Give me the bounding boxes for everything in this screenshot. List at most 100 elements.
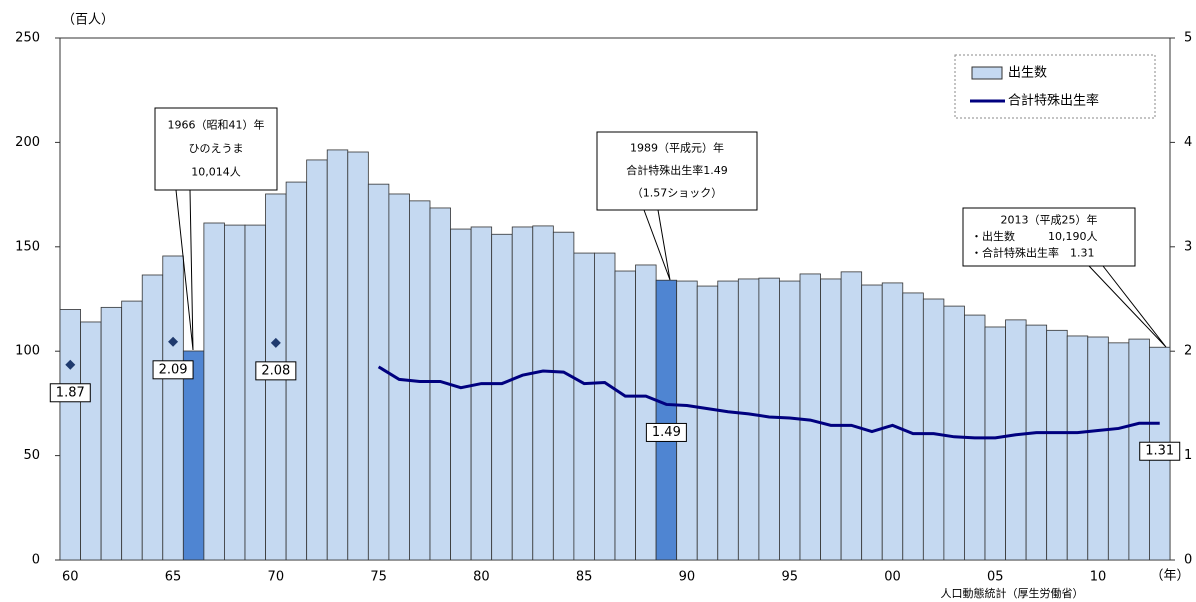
annotation-pointer bbox=[175, 189, 194, 351]
y2-tick-label: 2 bbox=[1184, 344, 1192, 359]
x-tick-label: 10 bbox=[1090, 570, 1107, 585]
bar bbox=[244, 224, 266, 561]
line-point bbox=[270, 337, 281, 348]
bar bbox=[840, 271, 863, 561]
value-label-box bbox=[1139, 441, 1181, 461]
value-label-box bbox=[645, 422, 687, 442]
bar bbox=[717, 280, 739, 561]
x-tick-label: 60 bbox=[62, 570, 79, 585]
bar bbox=[594, 252, 616, 561]
bar bbox=[984, 326, 1006, 561]
annotation-box bbox=[962, 207, 1136, 267]
annotation-text: ひのえうま bbox=[189, 142, 244, 155]
bar bbox=[450, 228, 472, 561]
y2-tick-label: 0 bbox=[1184, 553, 1192, 568]
bar bbox=[655, 279, 678, 561]
y2-tick-label: 1 bbox=[1184, 448, 1192, 463]
bar bbox=[573, 252, 595, 561]
legend-swatch bbox=[971, 66, 1003, 80]
bar bbox=[635, 264, 657, 561]
bar bbox=[943, 305, 965, 561]
x-tick-label: 75 bbox=[370, 570, 387, 585]
value-label: 1.31 bbox=[1145, 444, 1174, 459]
x-tick-label: 90 bbox=[679, 570, 696, 585]
y-tick-label: 200 bbox=[15, 135, 40, 150]
bar bbox=[388, 193, 410, 561]
bar bbox=[902, 292, 924, 561]
y-tick-label: 50 bbox=[23, 448, 40, 463]
bar bbox=[861, 284, 883, 561]
bar bbox=[1107, 342, 1130, 561]
bar bbox=[820, 278, 842, 561]
y-unit: （百人） bbox=[62, 13, 114, 28]
bar bbox=[1087, 336, 1109, 561]
bar bbox=[141, 274, 164, 561]
bar bbox=[1025, 324, 1048, 561]
bar bbox=[922, 298, 945, 561]
bar bbox=[532, 225, 554, 561]
bar bbox=[59, 309, 81, 561]
source: 人口動態統計（厚生労働省） bbox=[941, 586, 1084, 600]
bar bbox=[881, 282, 904, 561]
bar bbox=[203, 222, 225, 561]
annotation-text: （1.57ショック） bbox=[632, 186, 723, 199]
value-label-box bbox=[255, 361, 297, 381]
y2-tick-label: 5 bbox=[1184, 31, 1192, 46]
bar bbox=[306, 159, 328, 561]
annotation-text: 1989（平成元）年 bbox=[630, 141, 724, 155]
annotation-text: ・合計特殊出生率 1.31 bbox=[971, 246, 1095, 260]
annotation-pointer bbox=[643, 209, 671, 281]
bar bbox=[1066, 335, 1089, 561]
y2-tick-label: 3 bbox=[1184, 239, 1192, 254]
annotation-box bbox=[596, 131, 758, 211]
annotation-text: 1966（昭和41）年 bbox=[168, 118, 265, 132]
annotation-text: 10,014人 bbox=[191, 165, 241, 178]
legend-label: 出生数 bbox=[1008, 66, 1047, 81]
bar bbox=[511, 226, 534, 561]
line-point bbox=[168, 336, 179, 347]
value-label: 2.09 bbox=[159, 362, 188, 377]
x-tick-label: 70 bbox=[268, 570, 285, 585]
bar bbox=[779, 280, 801, 561]
value-label: 1.87 bbox=[56, 385, 85, 400]
bar bbox=[552, 231, 575, 561]
bar bbox=[799, 273, 821, 561]
y-tick-label: 100 bbox=[15, 344, 40, 359]
bar bbox=[491, 233, 513, 561]
bar bbox=[470, 226, 493, 561]
bar bbox=[614, 270, 636, 561]
x-tick-label: 00 bbox=[884, 570, 901, 585]
y-tick-label: 0 bbox=[32, 553, 40, 568]
bar bbox=[182, 350, 205, 561]
bar bbox=[100, 306, 123, 561]
x-tick-label: 80 bbox=[473, 570, 490, 585]
annotation-text: 合計特殊出生率1.49 bbox=[626, 163, 728, 177]
bar bbox=[1005, 319, 1027, 561]
x-tick-label: 95 bbox=[781, 570, 798, 585]
annotation-box bbox=[154, 107, 278, 191]
x-tick-label: 85 bbox=[576, 570, 593, 585]
x-unit: （年） bbox=[1150, 569, 1189, 584]
bar bbox=[676, 280, 698, 561]
bar bbox=[80, 321, 102, 561]
annotation-pointer bbox=[1088, 265, 1167, 348]
line bbox=[377, 365, 1160, 440]
annotation-text: 2013（平成25）年 bbox=[1001, 212, 1098, 226]
bar bbox=[224, 224, 246, 561]
x-tick-label: 05 bbox=[987, 570, 1004, 585]
annotation-text: ・出生数 10,190人 bbox=[971, 229, 1098, 243]
bar bbox=[121, 300, 143, 561]
x-tick-label: 65 bbox=[165, 570, 182, 585]
value-label-box bbox=[49, 383, 91, 403]
bar bbox=[162, 255, 184, 561]
value-label-box bbox=[152, 360, 194, 380]
y-tick-label: 150 bbox=[15, 239, 40, 254]
bar bbox=[347, 151, 369, 561]
bar bbox=[758, 277, 780, 561]
y-tick-label: 250 bbox=[15, 31, 40, 46]
line-point bbox=[65, 359, 76, 370]
y2-tick-label: 4 bbox=[1184, 135, 1192, 150]
bar bbox=[696, 285, 719, 561]
legend-box bbox=[954, 54, 1156, 119]
